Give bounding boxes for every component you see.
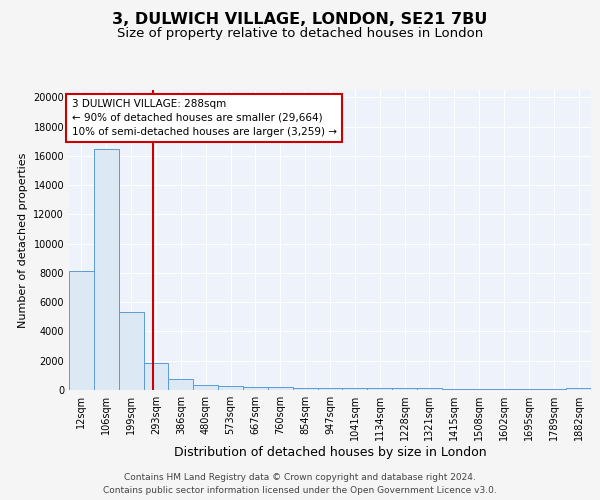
Bar: [517, 389, 541, 390]
Bar: [491, 389, 517, 390]
Bar: [442, 388, 467, 390]
Bar: [467, 388, 491, 390]
X-axis label: Distribution of detached houses by size in London: Distribution of detached houses by size …: [173, 446, 487, 459]
Bar: [541, 389, 566, 390]
Bar: [69, 272, 94, 390]
Bar: [143, 363, 169, 390]
Bar: [218, 386, 243, 390]
Bar: [392, 388, 417, 390]
Bar: [343, 388, 367, 390]
Bar: [417, 388, 442, 390]
Bar: [169, 379, 193, 390]
Bar: [243, 387, 268, 390]
Bar: [94, 148, 119, 390]
Bar: [268, 387, 293, 390]
Text: Contains HM Land Registry data © Crown copyright and database right 2024.
Contai: Contains HM Land Registry data © Crown c…: [103, 474, 497, 495]
Bar: [119, 312, 143, 390]
Bar: [367, 388, 392, 390]
Bar: [317, 388, 343, 390]
Text: 3 DULWICH VILLAGE: 288sqm
← 90% of detached houses are smaller (29,664)
10% of s: 3 DULWICH VILLAGE: 288sqm ← 90% of detac…: [71, 99, 337, 137]
Bar: [566, 388, 591, 390]
Bar: [293, 388, 317, 390]
Text: Size of property relative to detached houses in London: Size of property relative to detached ho…: [117, 28, 483, 40]
Bar: [193, 386, 218, 390]
Text: 3, DULWICH VILLAGE, LONDON, SE21 7BU: 3, DULWICH VILLAGE, LONDON, SE21 7BU: [112, 12, 488, 28]
Y-axis label: Number of detached properties: Number of detached properties: [18, 152, 28, 328]
